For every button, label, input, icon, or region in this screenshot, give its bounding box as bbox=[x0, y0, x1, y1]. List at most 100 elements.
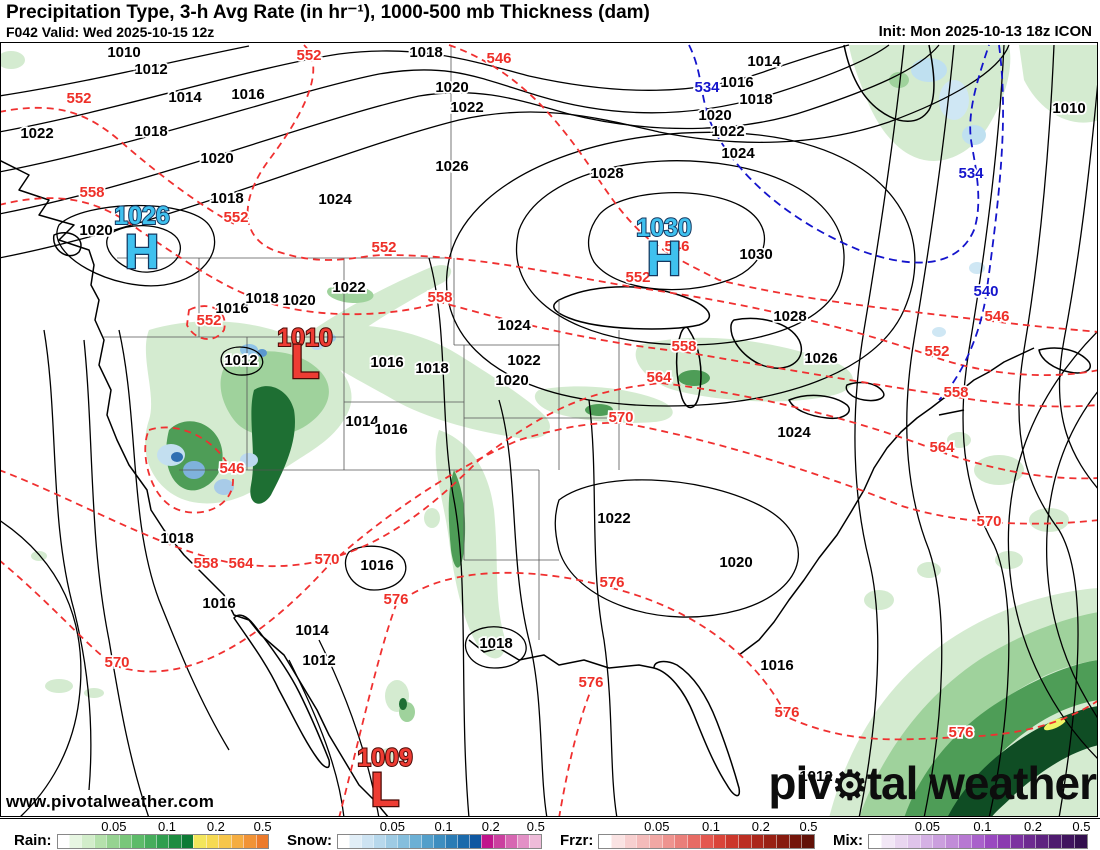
valid-time-label: F042 Valid: Wed 2025-10-15 12z bbox=[6, 24, 215, 40]
legend-tick-label: 0.2 bbox=[481, 819, 500, 834]
thickness-label: 570 bbox=[976, 513, 1001, 530]
rain-shaded-area bbox=[424, 508, 440, 528]
isobar-label: 1022 bbox=[332, 279, 365, 296]
pressure-center-L: L bbox=[290, 336, 319, 389]
logo-text-suffix: tal weather bbox=[866, 757, 1097, 809]
isobar-line bbox=[1058, 84, 1097, 489]
legend-color-segment bbox=[1074, 835, 1087, 848]
legend-color-segment bbox=[1022, 835, 1036, 848]
legend-tick-label: 0.5 bbox=[1072, 819, 1091, 834]
coastlines bbox=[1, 44, 1091, 816]
legend-color-segment bbox=[338, 835, 349, 848]
rain-shaded-area bbox=[1029, 508, 1069, 532]
isobar-line bbox=[1, 45, 250, 97]
isobar-label: 1020 bbox=[282, 292, 315, 309]
legend-color-segment bbox=[433, 835, 445, 848]
legend-label-frzr: Frzr: bbox=[560, 832, 594, 849]
isobar-line bbox=[318, 639, 380, 816]
legend-color-segment bbox=[919, 835, 933, 848]
legend-color-segment bbox=[493, 835, 505, 848]
legend-color-segment bbox=[218, 835, 231, 848]
mix-shaded-areas bbox=[1043, 717, 1067, 731]
legend-color-segment bbox=[1035, 835, 1049, 848]
isobar-label: 1026 bbox=[435, 158, 468, 175]
legend-color-segment bbox=[180, 835, 194, 848]
gear-icon: ⚙ bbox=[831, 764, 868, 808]
isobar-line bbox=[1, 44, 940, 215]
legend-color-segment bbox=[661, 835, 675, 848]
legend-bar-snow bbox=[337, 834, 542, 849]
snow-shaded-area bbox=[939, 80, 969, 120]
header-bar: Precipitation Type, 3-h Avg Rate (in hr⁻… bbox=[0, 0, 1100, 42]
legend-tick-label: 0.1 bbox=[157, 819, 177, 834]
pressure-center-H: H bbox=[125, 226, 160, 279]
isobar-line bbox=[587, 192, 766, 291]
isobar-label: 1024 bbox=[777, 424, 811, 441]
legend-color-segment bbox=[385, 835, 397, 848]
thickness-label: 552 bbox=[924, 343, 949, 360]
isobar-label: 1018 bbox=[160, 530, 193, 547]
legend-tick-label: 0.5 bbox=[253, 819, 272, 834]
isobar-label: 1016 bbox=[374, 421, 407, 438]
legend-color-segment bbox=[971, 835, 984, 848]
isobar-label: 1012 bbox=[302, 652, 335, 669]
legend-color-segment bbox=[763, 835, 776, 848]
legend-color-segment bbox=[457, 835, 469, 848]
isobar-line bbox=[464, 626, 527, 669]
isobar-label: 1018 bbox=[409, 44, 442, 61]
legend-color-segment bbox=[801, 835, 815, 848]
coastline bbox=[1038, 347, 1091, 374]
coastline bbox=[553, 286, 711, 330]
legend-color-segment bbox=[445, 835, 457, 848]
pressure-center-value: 1030 bbox=[636, 214, 692, 242]
thickness-line-blue bbox=[688, 44, 990, 264]
legend-color-segment bbox=[775, 835, 789, 848]
legend-color-segment bbox=[481, 835, 493, 848]
legend-color-segment bbox=[869, 835, 881, 848]
legend-color-segment bbox=[469, 835, 481, 848]
isobar-label: 1028 bbox=[773, 308, 806, 325]
thickness-label: 552 bbox=[296, 47, 321, 64]
coastline bbox=[53, 231, 82, 257]
thickness-label: 534 bbox=[694, 79, 720, 96]
isobar-line bbox=[106, 224, 182, 273]
thickness-label: 576 bbox=[948, 724, 973, 741]
thickness-line-red bbox=[246, 44, 1097, 376]
legend-color-segment bbox=[712, 835, 726, 848]
isobar-label: 1020 bbox=[719, 554, 752, 571]
rain-shaded-area bbox=[948, 706, 1097, 816]
thickness-label: 546 bbox=[486, 50, 511, 67]
legend-color-segment bbox=[255, 835, 268, 848]
coastline bbox=[233, 614, 331, 769]
thickness-line-red bbox=[448, 44, 1097, 333]
rain-shaded-area bbox=[31, 551, 47, 561]
legend-tick-label: 0.1 bbox=[973, 819, 992, 834]
coastline bbox=[938, 409, 965, 416]
legend-color-segment bbox=[906, 835, 920, 848]
legend-color-segment bbox=[361, 835, 373, 848]
thickness-line-red bbox=[1, 382, 1097, 568]
coastline bbox=[1, 160, 389, 816]
thickness-label: 576 bbox=[578, 674, 603, 691]
rain-shaded-area bbox=[974, 455, 1024, 485]
legend-tick-label: 0.5 bbox=[799, 819, 818, 834]
isobar-line bbox=[588, 399, 618, 816]
rain-shaded-area bbox=[327, 285, 374, 303]
pressure-center-value: 1026 bbox=[114, 202, 170, 230]
pressure-center-H: H bbox=[647, 233, 682, 286]
thickness-lines-blue bbox=[688, 44, 1004, 401]
thickness-line-blue bbox=[938, 44, 1004, 401]
snow-shaded-area bbox=[311, 342, 323, 350]
thickness-label: 558 bbox=[671, 338, 696, 355]
isobar-label: 1014 bbox=[295, 622, 329, 639]
watermark-link[interactable]: www.pivotalweather.com bbox=[6, 792, 215, 811]
legend-group-mix: Mix: 0.05 0.1 0.2 0.5 bbox=[823, 819, 1096, 849]
isobar-line bbox=[83, 339, 150, 816]
legend-color-segment bbox=[725, 835, 738, 848]
rain-shaded-area bbox=[379, 748, 399, 764]
legend-color-segment bbox=[143, 835, 156, 848]
rain-shaded-area bbox=[889, 72, 909, 88]
rain-shaded-area bbox=[678, 370, 710, 386]
legend-color-segment bbox=[243, 835, 256, 848]
